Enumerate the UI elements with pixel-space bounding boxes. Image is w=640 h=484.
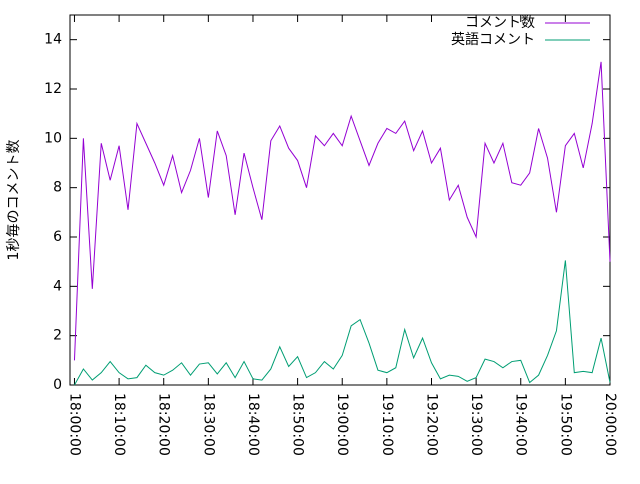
legend-label: 英語コメント bbox=[451, 31, 535, 48]
y-tick-label: 12 bbox=[44, 81, 62, 97]
y-tick-label: 8 bbox=[53, 180, 62, 196]
y-tick-label: 10 bbox=[44, 130, 62, 146]
y-tick-label: 4 bbox=[53, 278, 62, 294]
series-line bbox=[73, 61, 611, 361]
x-tick-label: 18:50:00 bbox=[290, 393, 306, 456]
x-tick-label: 18:20:00 bbox=[156, 393, 172, 456]
x-tick-label: 18:10:00 bbox=[111, 393, 127, 456]
y-tick-label: 0 bbox=[53, 377, 62, 393]
x-tick-label: 20:00:00 bbox=[602, 393, 618, 456]
y-tick-label: 14 bbox=[44, 32, 62, 48]
plot-frame bbox=[69, 14, 611, 386]
x-tick-label: 19:20:00 bbox=[423, 393, 439, 456]
x-tick-label: 18:00:00 bbox=[66, 393, 82, 456]
x-tick-label: 18:40:00 bbox=[245, 393, 261, 456]
x-tick-label: 19:10:00 bbox=[379, 393, 395, 456]
y-tick-label: 6 bbox=[53, 229, 62, 245]
x-tick-label: 19:00:00 bbox=[334, 393, 350, 456]
x-tick-label: 18:30:00 bbox=[200, 393, 216, 456]
x-tick-label: 19:50:00 bbox=[557, 393, 573, 456]
x-tick-label: 19:30:00 bbox=[468, 393, 484, 456]
y-tick-label: 2 bbox=[53, 328, 62, 344]
x-tick-label: 19:40:00 bbox=[513, 393, 529, 456]
legend-label: コメント数 bbox=[465, 15, 535, 31]
series-line bbox=[74, 260, 611, 386]
y-axis-label: 1秒毎のコメント数 bbox=[6, 140, 22, 261]
